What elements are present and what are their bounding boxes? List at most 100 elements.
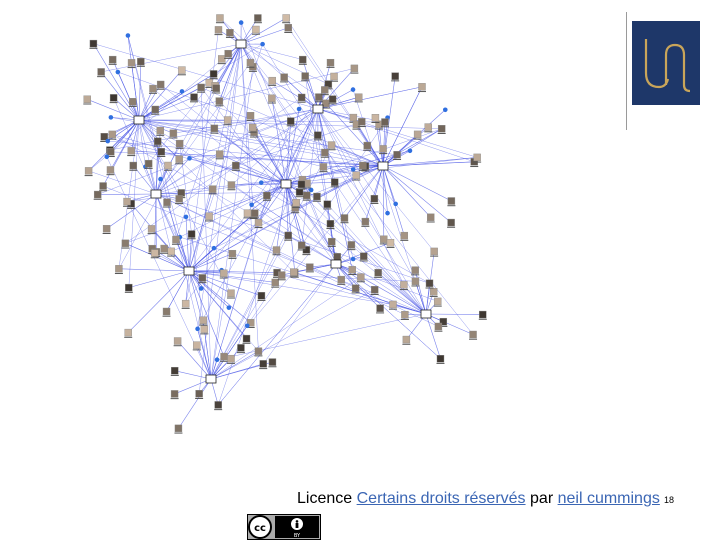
network-node [162, 307, 171, 317]
network-edge [93, 43, 140, 121]
network-node [430, 247, 439, 257]
network-node [158, 176, 163, 182]
network-edge [374, 165, 384, 199]
network-node [215, 14, 224, 24]
network-edge [285, 17, 384, 167]
network-node [170, 366, 179, 376]
network-node [363, 141, 372, 151]
network-node [289, 268, 298, 278]
network-node [411, 277, 420, 287]
network-edge [154, 252, 190, 272]
network-node [228, 249, 237, 259]
network-edge [382, 86, 423, 167]
network-edge [138, 61, 142, 121]
network-node [400, 311, 409, 320]
network-node [106, 166, 115, 176]
network-hub [205, 374, 217, 384]
network-edge [240, 43, 474, 335]
network-edge [217, 313, 427, 360]
rights-link[interactable]: Certains droits réservés [356, 490, 526, 507]
network-edge [425, 313, 441, 359]
network-edge [210, 289, 375, 380]
network-node [214, 26, 223, 36]
network-node [259, 360, 268, 370]
network-hub [150, 189, 162, 199]
network-node [424, 123, 433, 133]
network-edge [188, 175, 357, 272]
network-node [320, 86, 329, 96]
network-edge [200, 87, 337, 265]
network-edge [106, 193, 157, 230]
network-hub [280, 179, 292, 189]
network-edge [231, 184, 427, 315]
network-node [437, 125, 446, 134]
network-edge [276, 183, 287, 251]
network-node [271, 278, 280, 288]
network-node [337, 275, 346, 285]
network-edge [210, 295, 262, 380]
network-node [402, 335, 411, 345]
network-node [250, 209, 259, 219]
network-node [136, 57, 145, 67]
network-node [121, 239, 130, 249]
network-node [295, 188, 304, 198]
network-edge [240, 27, 289, 45]
author-link[interactable]: neil cummings [557, 490, 660, 507]
network-node [163, 198, 172, 208]
network-node [258, 180, 264, 185]
network-node [302, 191, 311, 201]
network-node [330, 178, 339, 188]
network-edge [197, 108, 319, 329]
network-edge [87, 99, 140, 121]
network-node [370, 195, 379, 204]
network-node [192, 341, 201, 351]
network-node [104, 154, 110, 160]
network-node [108, 130, 117, 140]
network-edge [104, 136, 287, 185]
network-edge [138, 96, 195, 121]
network-edge [293, 263, 337, 273]
network-edge [138, 119, 325, 153]
network-node [319, 163, 328, 173]
network-edge [166, 270, 190, 312]
network-node [376, 304, 385, 314]
network-node [249, 202, 254, 208]
creative-commons-by-icon[interactable]: cc BY [247, 514, 321, 540]
network-node [231, 161, 240, 171]
network-edge [138, 91, 183, 121]
network-node [268, 76, 277, 86]
network-node [347, 241, 356, 251]
network-node [148, 84, 157, 94]
network-edge [118, 268, 190, 272]
by-text: BY [294, 533, 301, 539]
cc-text: cc [254, 523, 266, 534]
network-edge [210, 350, 259, 380]
network-node [153, 137, 162, 147]
network-edge [160, 84, 287, 185]
network-node [106, 148, 115, 158]
network-edge [174, 378, 212, 395]
network-node [350, 87, 356, 92]
network-hub [183, 266, 195, 276]
network-node [144, 159, 153, 169]
network-node [187, 156, 192, 161]
network-node [223, 116, 232, 126]
network-node [286, 117, 295, 127]
network-node [359, 252, 368, 262]
network-edge [210, 144, 332, 380]
network-edge [138, 43, 263, 121]
network-node [177, 66, 186, 76]
network-node [379, 145, 388, 155]
network-edge [138, 84, 161, 121]
network-node [371, 114, 380, 123]
network-node [374, 268, 383, 278]
network-edge [138, 119, 338, 258]
network-node [391, 72, 400, 82]
network-node [123, 197, 132, 207]
network-node [127, 147, 136, 157]
network-node [227, 354, 236, 364]
network-edge [382, 161, 475, 167]
network-edge [97, 108, 319, 195]
network-edge [382, 165, 452, 223]
network-node [433, 297, 442, 307]
